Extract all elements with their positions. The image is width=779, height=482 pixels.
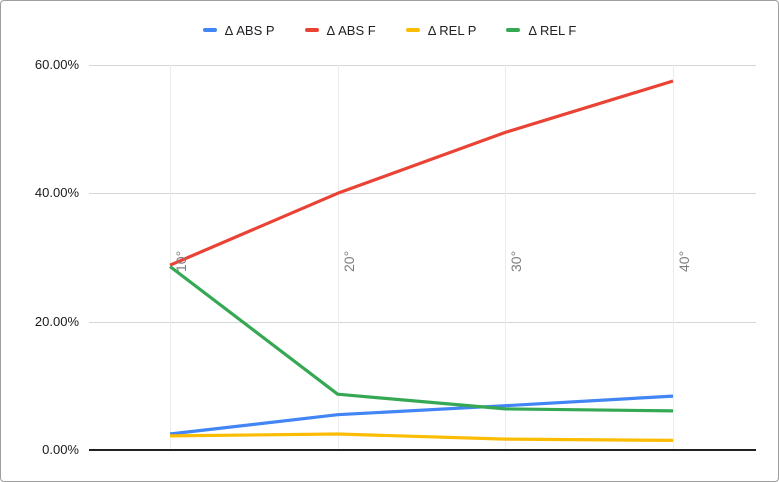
vertical-gridline [673, 65, 674, 450]
legend-label-rel-f: Δ REL F [528, 22, 577, 38]
series-line--rel-f [169, 265, 674, 413]
vertical-gridline [170, 65, 171, 450]
vertical-gridline [337, 65, 339, 450]
legend-swatch-rel-p [405, 28, 420, 32]
legend-item-rel-p: Δ REL P [405, 22, 477, 38]
legend-swatch-rel-f [506, 28, 521, 32]
y-axis-tick-label: 0.00% [42, 442, 79, 457]
legend-label-rel-p: Δ REL P [427, 22, 477, 38]
horizontal-gridline [89, 321, 756, 323]
horizontal-gridline [89, 65, 756, 66]
series-line--abs-p [169, 394, 674, 436]
vertical-gridline [505, 65, 507, 450]
legend-item-abs-f: Δ ABS F [304, 22, 376, 38]
y-axis-tick-label: 60.00% [34, 57, 79, 72]
y-axis-tick-label: 20.00% [34, 313, 79, 329]
x-axis-line [89, 449, 756, 451]
x-axis-tick-label: 30° [508, 250, 525, 272]
x-axis-tick-label: 10° [173, 250, 189, 272]
legend-item-rel-f: Δ REL F [506, 23, 576, 38]
series-line--rel-p [169, 432, 674, 442]
legend-swatch-abs-p [202, 28, 217, 32]
y-axis-tick-label: 40.00% [34, 185, 79, 201]
legend-label-abs-f: Δ ABS F [326, 22, 376, 38]
x-axis-tick-label: 20° [340, 250, 357, 272]
series-line--abs-f [169, 79, 674, 267]
horizontal-gridline [89, 193, 756, 195]
legend-swatch-abs-f [304, 28, 319, 32]
x-axis-tick-label: 40° [676, 250, 692, 272]
chart-legend: Δ ABS P Δ ABS F Δ REL P Δ REL F [1, 21, 778, 39]
legend-item-abs-p: Δ ABS P [202, 22, 275, 38]
legend-label-abs-p: Δ ABS P [224, 22, 275, 38]
